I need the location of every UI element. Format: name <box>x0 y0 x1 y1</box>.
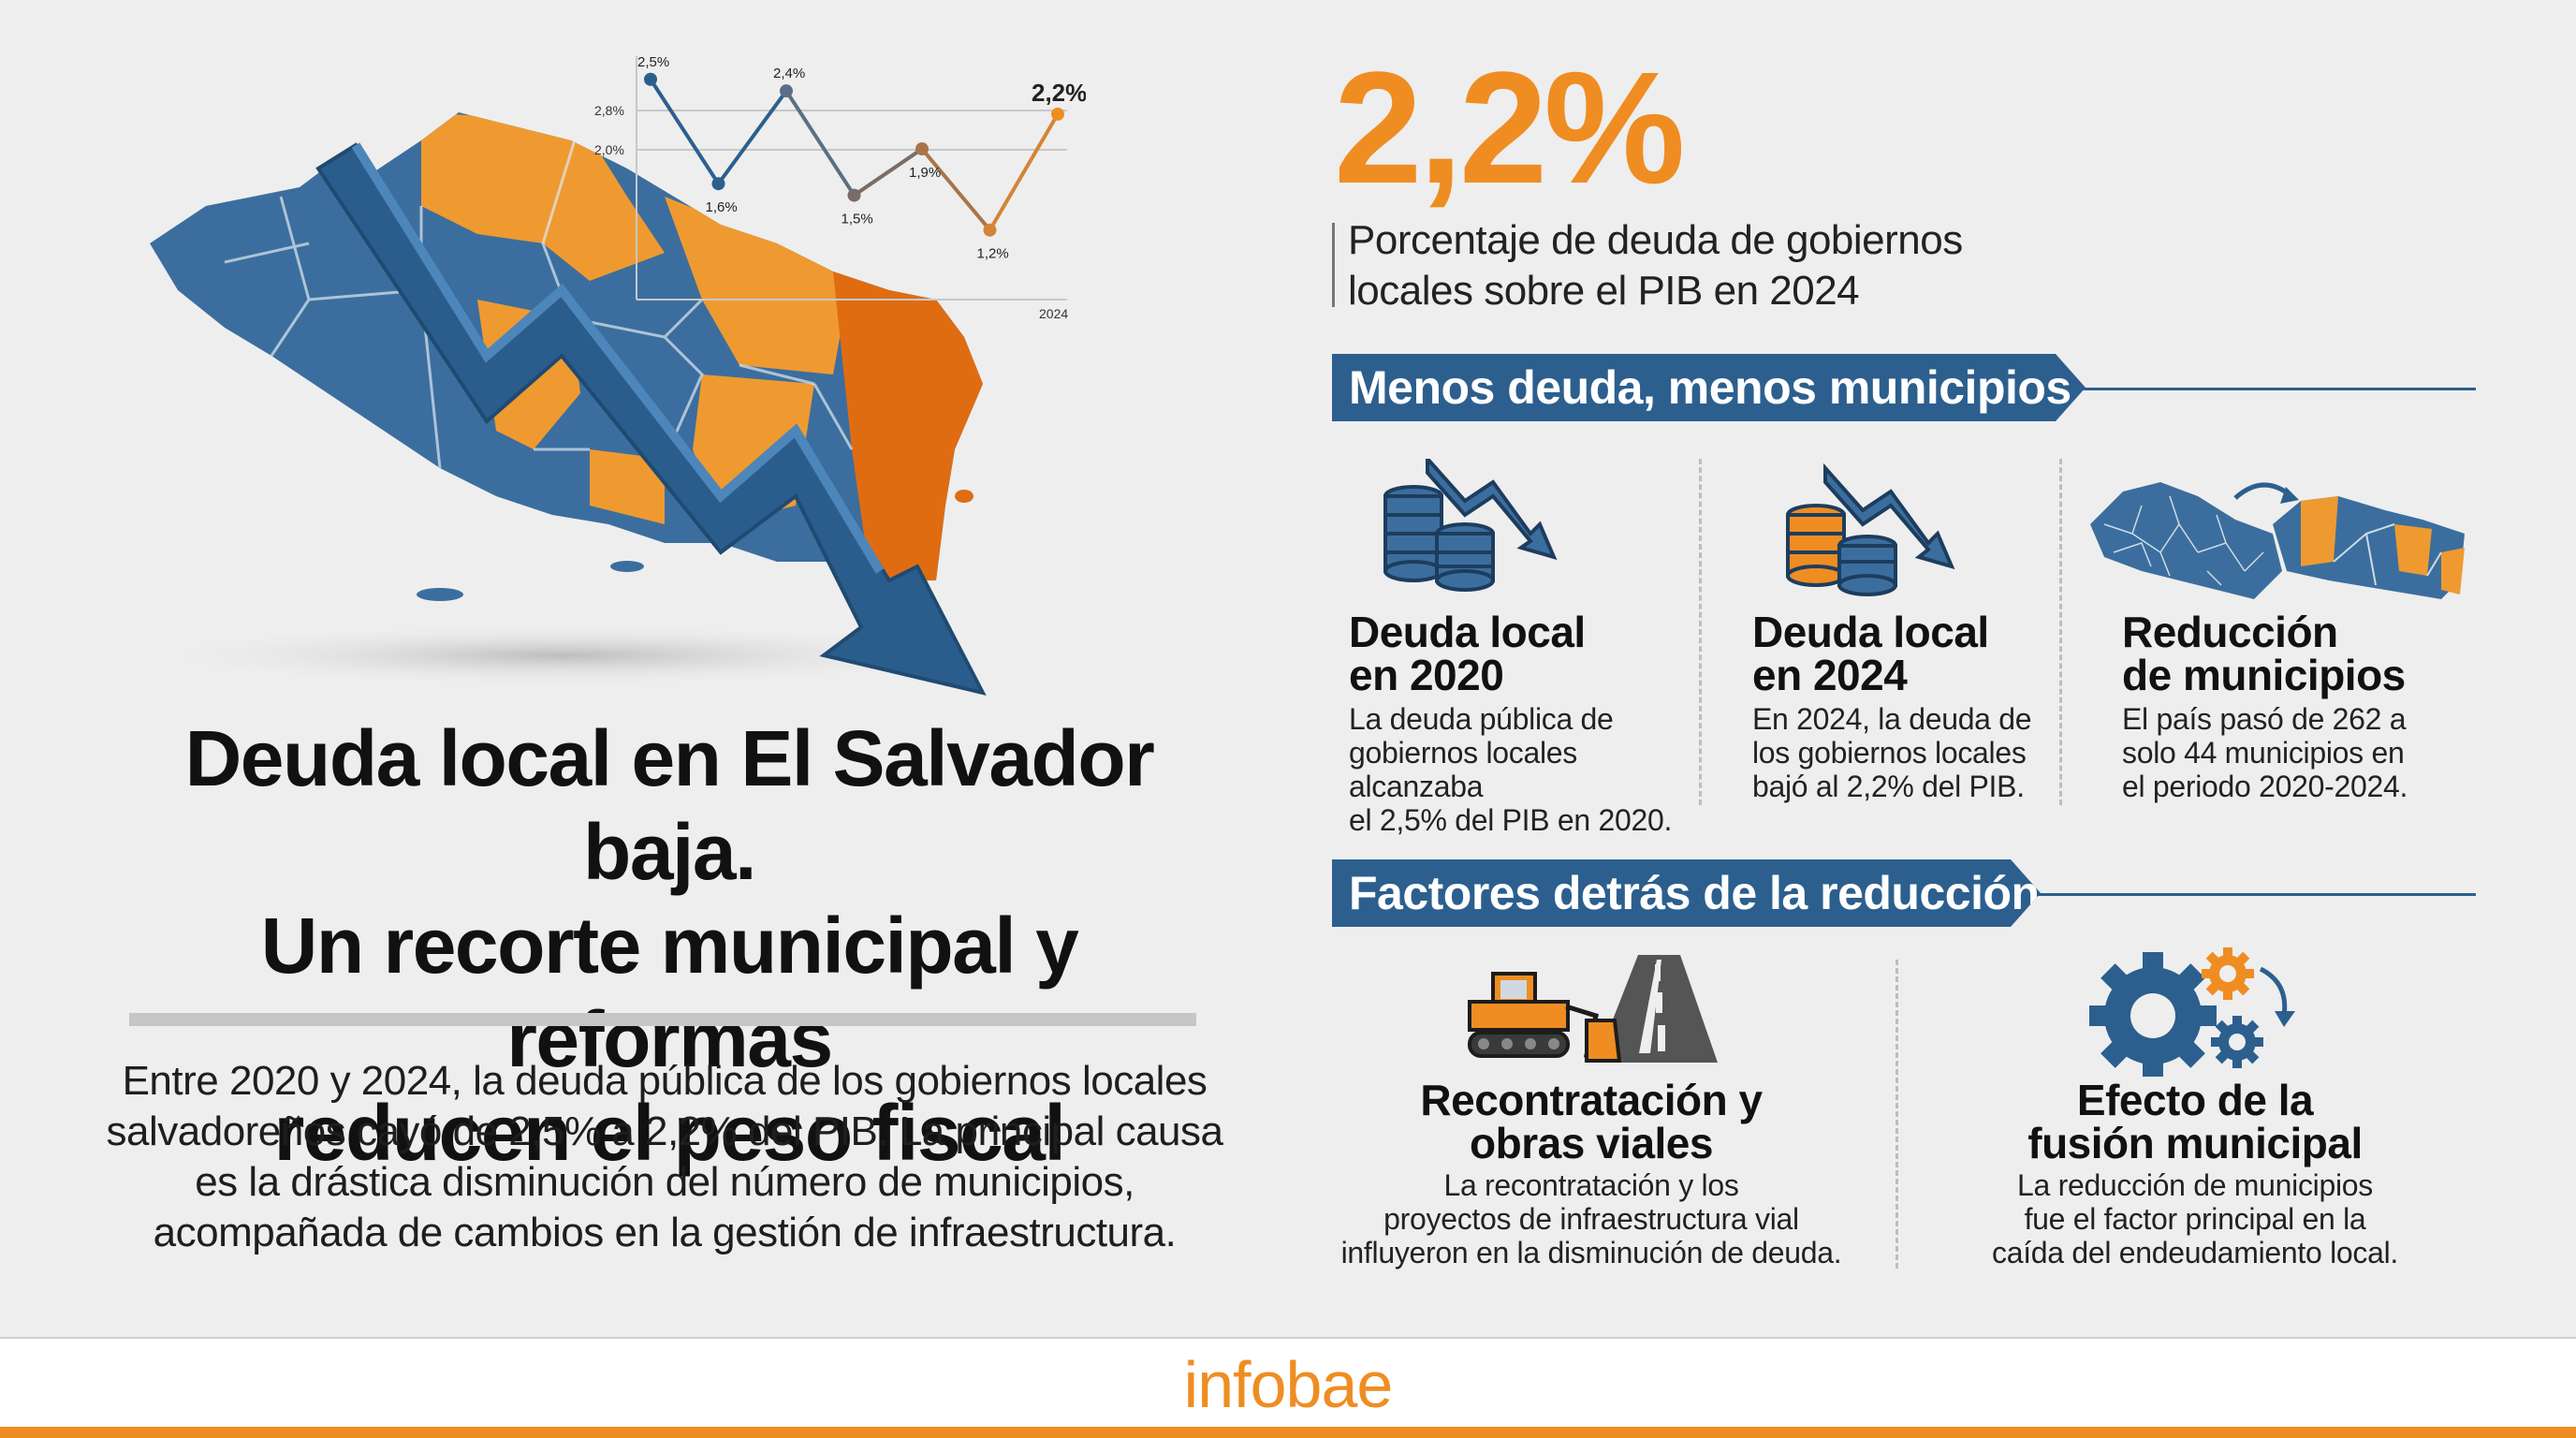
highlight-description: Porcentaje de deuda de gobiernos locales… <box>1348 215 2003 316</box>
card-text-line: La reducción de municipios <box>2017 1168 2373 1202</box>
coins-down-icon <box>1371 453 1568 599</box>
headline: Deuda local en El Salvador baja. Un reco… <box>94 712 1245 1180</box>
municipal-map-icon <box>2086 468 2479 604</box>
data-point <box>1051 107 1064 121</box>
headline-line: Deuda local en El Salvador baja. <box>184 714 1155 896</box>
card-text-line: el periodo 2020-2024. <box>2122 770 2408 803</box>
divider <box>129 1013 1196 1026</box>
divider <box>1332 223 1335 307</box>
data-point <box>983 223 997 237</box>
intro-line: salvadoreños cayó de 2,5% a 2,2% del PIB… <box>106 1108 1223 1154</box>
bulldozer-road-icon <box>1465 950 1718 1067</box>
y-tick-label: 2,0% <box>594 142 624 157</box>
divider <box>1699 459 1702 805</box>
card-title-line: fusión municipal <box>2027 1119 2363 1167</box>
card-title-line: en 2020 <box>1349 651 1504 699</box>
highlight-desc-line: Porcentaje de deuda de gobiernos <box>1348 217 1963 263</box>
mini-line-chart: 2,5% 1,6% 2,4% 1,5% 1,9% 1,2% 2,2% <box>637 54 1087 262</box>
card-text-line: La deuda pública de <box>1349 702 1614 736</box>
gears-icon <box>2087 941 2303 1079</box>
highlight-desc-line: locales sobre el PIB en 2024 <box>1348 268 1860 314</box>
card-title-line: Deuda local <box>1752 608 1989 656</box>
x-tick-label: 2024 <box>1039 306 1068 321</box>
card-title-line: Deuda local <box>1349 608 1586 656</box>
card-title: Efecto de la fusión municipal <box>1975 1078 2415 1165</box>
footer <box>0 1337 2576 1429</box>
data-label: 1,5% <box>842 212 873 227</box>
intro-line: acompañada de cambios en la gestión de i… <box>153 1210 1177 1255</box>
coins-down-icon <box>1774 462 1970 599</box>
data-point <box>847 188 861 202</box>
series-line-segment <box>784 90 856 197</box>
intro-line: es la drástica disminución del número de… <box>195 1159 1134 1205</box>
data-label: 1,2% <box>977 246 1009 262</box>
data-point <box>644 72 657 86</box>
el-salvador-map-icon: 2,8% 2,0% 2024 2,5%1,6%2,4%1,5%1,9%1,2%2… <box>131 54 1087 696</box>
card-title-line: obras viales <box>1470 1119 1713 1167</box>
highlight-value: 2,2% <box>1334 39 1685 217</box>
data-label: 1,9% <box>909 165 941 181</box>
divider <box>2059 459 2062 805</box>
card-text: El país pasó de 262 a solo 44 municipios… <box>2122 702 2431 803</box>
section-banner: Menos deuda, menos municipios <box>1332 354 2086 421</box>
card-title: Deuda local en 2024 <box>1752 610 1989 697</box>
card-text: En 2024, la deuda de los gobiernos local… <box>1752 702 2052 803</box>
headline-line: reducen el peso fiscal <box>273 1089 1066 1177</box>
card-text-line: fue el factor principal en la <box>2024 1202 2366 1236</box>
series-line-segment <box>988 112 1060 231</box>
card-text-line: proyectos de infraestructura vial <box>1383 1202 1799 1236</box>
card-text: La deuda pública de gobiernos locales al… <box>1349 702 1714 837</box>
footer-accent-bar <box>0 1427 2576 1438</box>
card-title: Recontratación y obras viales <box>1376 1078 1807 1165</box>
data-label: 2,2% <box>1032 79 1086 107</box>
card-title: Deuda local en 2020 <box>1349 610 1586 697</box>
intro-line: Entre 2020 y 2024, la deuda pública de l… <box>122 1058 1208 1104</box>
card-text-line: caída del endeudamiento local. <box>1992 1236 2398 1269</box>
series-line-segment <box>649 78 721 185</box>
data-label: 2,4% <box>773 66 805 81</box>
card-text-line: La recontratación y los <box>1443 1168 1739 1202</box>
y-tick-label: 2,8% <box>594 103 624 118</box>
intro-paragraph: Entre 2020 y 2024, la deuda pública de l… <box>103 1056 1226 1258</box>
card-text-line: solo 44 municipios en <box>2122 736 2405 770</box>
divider <box>1895 960 1898 1269</box>
data-label: 2,5% <box>637 56 669 70</box>
card-text: La recontratación y los proyectos de inf… <box>1329 1168 1853 1269</box>
data-point <box>711 177 725 191</box>
card-text-line: bajó al 2,2% del PIB. <box>1752 770 2025 803</box>
series-line-segment <box>920 147 992 231</box>
card-text-line: El país pasó de 262 a <box>2122 702 2407 736</box>
map-illustration: 2,8% 2,0% 2024 2,5% 1,6% 2,4% 1,5% 1,9% 1,2% 2… <box>131 54 1087 712</box>
card-text-line: el 2,5% del PIB en 2020. <box>1349 803 1673 837</box>
card-title-line: Efecto de la <box>2076 1076 2314 1124</box>
card-text-line: los gobiernos locales <box>1752 736 2027 770</box>
card-title-line: de municipios <box>2122 651 2406 699</box>
series-line-segment <box>853 147 924 198</box>
card-title: Reducción de municipios <box>2122 610 2406 697</box>
section-banner: Factores detrás de la reducción <box>1332 859 2041 927</box>
card-title-line: Reducción <box>2122 608 2338 656</box>
data-point <box>780 84 793 98</box>
card-text: La reducción de municipios fue el factor… <box>1956 1168 2434 1269</box>
card-text-line: influyeron en la disminución de deuda. <box>1340 1236 1842 1269</box>
data-label: 1,6% <box>706 199 738 215</box>
headline-line: Un recorte municipal y reformas <box>260 902 1079 1083</box>
series-line-segment <box>716 89 788 185</box>
card-text-line: gobiernos locales alcanzaba <box>1349 736 1577 803</box>
brand-logo[interactable]: infobae <box>1183 1348 1394 1421</box>
card-title-line: en 2024 <box>1752 651 1908 699</box>
card-title-line: Recontratación y <box>1420 1076 1763 1124</box>
data-point <box>915 142 929 156</box>
card-text-line: En 2024, la deuda de <box>1752 702 2032 736</box>
